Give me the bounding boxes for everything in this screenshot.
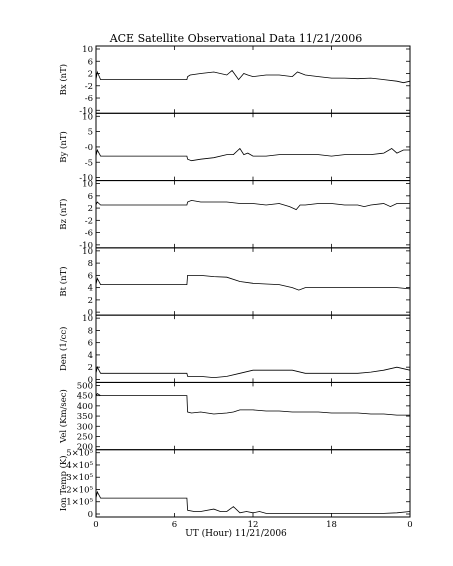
y-tick-label: -6 (85, 94, 93, 104)
y-tick-label: 8 (88, 326, 93, 336)
y-tick-label: -2 (85, 82, 93, 92)
y-axis-label: Bt (nT) (58, 266, 69, 296)
y-tick-label: 250 (77, 433, 93, 443)
series-line (95, 199, 410, 211)
x-tick-label: 6 (172, 520, 177, 530)
panel-frame (95, 314, 411, 383)
y-tick-label: 1×10⁵ (66, 498, 93, 508)
panel-3: 10 6 2 -2 -6 -10 Bz (nT) (58, 180, 411, 251)
y-tick-label: -10 (79, 241, 93, 251)
y-tick-label: 2×10⁵ (66, 485, 93, 495)
y-tick-label: 0 (88, 308, 93, 318)
x-tick-label: 12 (248, 520, 259, 530)
x-tick-label: 18 (326, 520, 337, 530)
y-tick-label: 6 (88, 192, 93, 202)
y-tick-label: -0 (85, 143, 93, 153)
y-tick-label: 10 (82, 314, 93, 324)
y-tick-label: 10 (82, 45, 93, 55)
y-tick-label: 300 (77, 422, 93, 432)
panel-frame (95, 449, 411, 518)
y-tick-label: 2 (88, 296, 93, 306)
panel-5: 10 8 6 4 2 0 Den (1/cc) (58, 314, 411, 385)
y-tick-label: -10 (79, 106, 93, 116)
y-axis-label: Bx (nT) (58, 64, 69, 96)
y-tick-label: 4 (88, 351, 93, 361)
y-tick-label: 10 (82, 247, 93, 257)
y-axis-label: By (nT) (58, 131, 69, 163)
x-axis-label: UT (Hour) 11/21/2006 (185, 528, 287, 539)
y-tick-label: -5 (85, 158, 93, 168)
panel-4: 10 8 6 4 2 0 Bt (nT) (58, 247, 411, 318)
y-tick-label: 4×10⁵ (66, 461, 93, 471)
y-tick-label: 8 (88, 259, 93, 269)
y-tick-label: 2 (88, 204, 93, 214)
series-line (95, 490, 411, 514)
y-tick-label: 5 (88, 128, 93, 138)
y-tick-label: 5×10⁵ (66, 449, 93, 459)
panel-2: 10 5 -0 -5 -10 By (nT) (58, 112, 411, 184)
y-tick-label: 450 (77, 392, 93, 402)
y-tick-label: -6 (85, 229, 93, 239)
y-tick-label: 6 (88, 271, 93, 281)
series-line (95, 393, 410, 416)
series-line (95, 69, 411, 84)
y-axis-label: Den (1/cc) (58, 327, 69, 371)
y-tick-label: -10 (79, 174, 93, 184)
series-line (95, 366, 411, 379)
y-tick-label: 0 (88, 375, 93, 385)
y-tick-label: 0 (88, 510, 93, 520)
y-tick-label: -2 (85, 216, 93, 226)
y-tick-label: 2 (88, 70, 93, 80)
y-tick-label: 6 (88, 57, 93, 67)
y-tick-label: 400 (77, 402, 93, 412)
y-axis-label: Bz (nT) (58, 199, 69, 230)
y-tick-label: 3×10⁵ (66, 473, 93, 483)
y-tick-label: 10 (82, 112, 93, 122)
chart-title: ACE Satellite Observational Data 11/21/2… (109, 32, 363, 45)
x-tick-label: 0 (93, 520, 98, 530)
x-tick-label: 0 (407, 520, 412, 530)
panel-frame (95, 112, 411, 182)
y-tick-label: 350 (77, 412, 93, 422)
panel-frame (95, 247, 411, 316)
y-tick-label: 500 (77, 381, 93, 391)
y-tick-label: 2 (88, 363, 93, 373)
y-tick-label: 6 (88, 339, 93, 349)
chart-panels: 10 6 2 -2 -6 -10 Bx (nT) 10 5 -0 -5 -10 By (nT) 10 6 2 -… (58, 45, 411, 520)
panel-7: 5×10⁵ 4×10⁵ 3×10⁵ 2×10⁵ 1×10⁵ 0 Ion Temp (K) (58, 449, 411, 520)
series-line (95, 275, 411, 291)
panel-frame (95, 180, 411, 249)
series-line (95, 147, 410, 162)
y-axis-label: Ion Temp (K) (58, 455, 69, 511)
y-tick-label: 4 (88, 284, 93, 294)
y-tick-label: 200 (77, 443, 93, 453)
panel-frame (95, 381, 411, 451)
panel-1: 10 6 2 -2 -6 -10 Bx (nT) (58, 45, 411, 116)
y-tick-label: 10 (82, 180, 93, 190)
y-axis-label: Vel (Km/sec) (58, 389, 69, 444)
